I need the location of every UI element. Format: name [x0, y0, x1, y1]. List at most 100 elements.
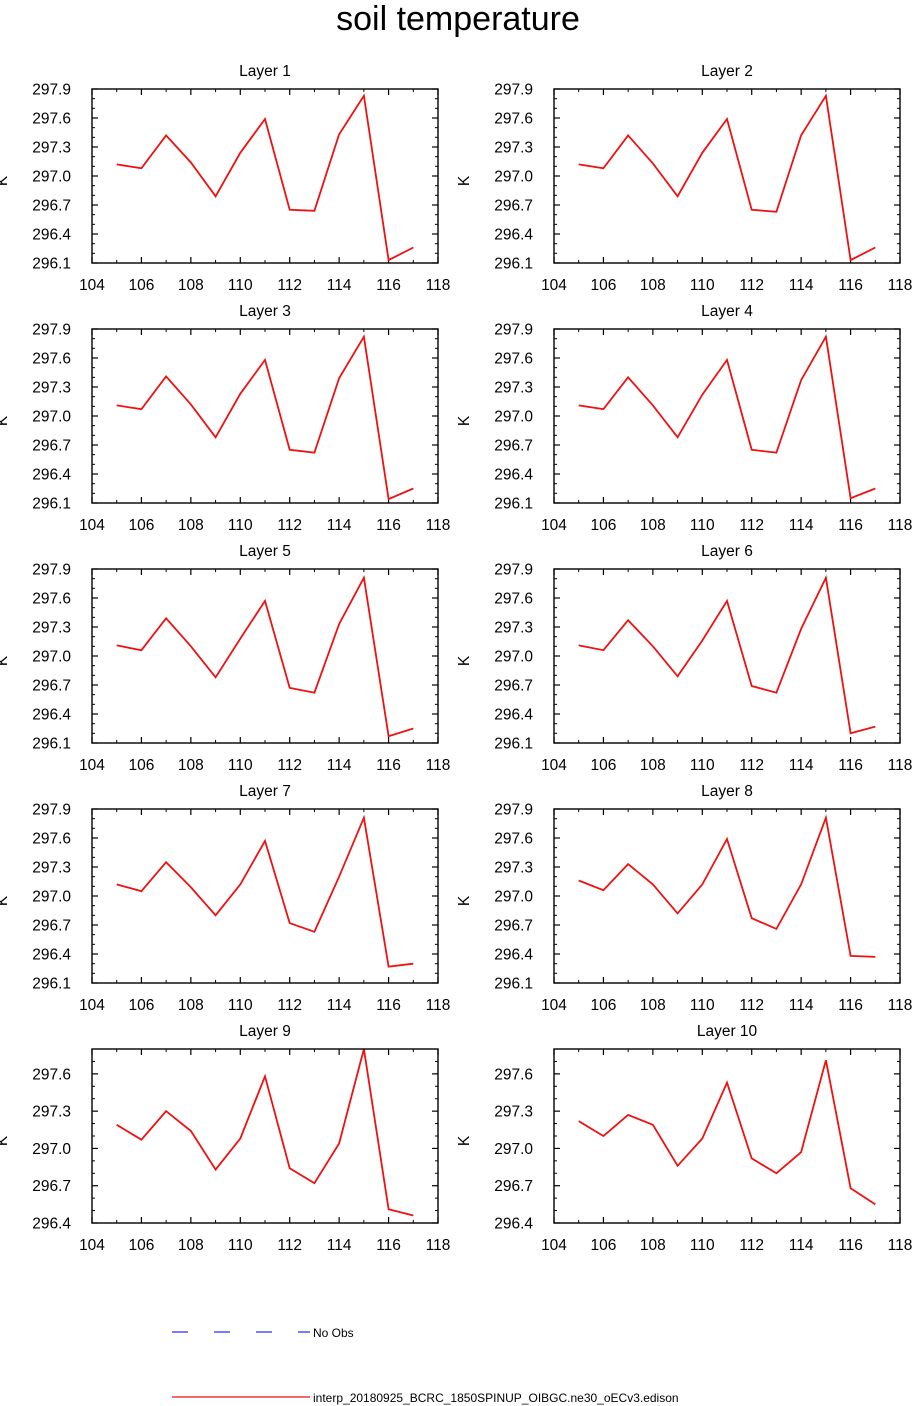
y-tick-label: 296.4 [32, 227, 71, 244]
series-line [578, 814, 876, 958]
x-tick-label: 114 [789, 277, 814, 294]
x-tick-label: 112 [739, 517, 764, 534]
x-tick-label: 108 [640, 757, 666, 774]
y-tick-label: 297.3 [32, 860, 71, 877]
y-tick-label: 297.6 [32, 1066, 71, 1083]
x-tick-label: 116 [838, 997, 863, 1014]
x-tick-label: 106 [590, 277, 616, 294]
x-tick-label: 116 [838, 757, 863, 774]
y-tick-label: 296.7 [32, 198, 71, 215]
series-line [578, 93, 876, 262]
panel-layer-1: Layer 1 K 104 106 108 110 112 114 116 118 296.1 296… [0, 63, 450, 294]
x-tick-label: 104 [79, 517, 105, 534]
series-line [116, 1048, 414, 1217]
y-tick-label: 296.4 [494, 707, 533, 724]
y-tick-label: 296.4 [494, 1216, 533, 1233]
x-tick-label: 116 [376, 517, 401, 534]
x-tick-label: 114 [789, 517, 814, 534]
series-line [578, 1059, 876, 1206]
plot-frame [91, 808, 439, 984]
plot-frame [553, 808, 901, 984]
y-tick-label: 297.9 [32, 562, 71, 579]
y-tick-label: 297.6 [494, 1066, 533, 1083]
x-tick-label: 110 [228, 997, 253, 1014]
x-tick-label: 116 [376, 997, 401, 1014]
y-axis-label: K [456, 1135, 473, 1146]
plot-frame [553, 1048, 901, 1224]
y-tick-label: 296.1 [32, 736, 71, 753]
y-tick-label: 297.3 [32, 140, 71, 157]
y-tick-label: 296.7 [32, 1178, 71, 1195]
y-tick-label: 297.6 [494, 111, 533, 128]
x-tick-label: 104 [79, 1237, 105, 1254]
x-tick-label: 108 [178, 997, 204, 1014]
series-line [578, 334, 876, 500]
panel-layer-6: Layer 6 K 104 106 108 110 112 114 116 118 296.1 296… [456, 543, 912, 774]
y-tick-label: 297.9 [494, 562, 533, 579]
x-tick-label: 108 [178, 1237, 204, 1254]
x-tick-label: 110 [228, 757, 253, 774]
panel-layer-3: Layer 3 K 104 106 108 110 112 114 116 118 296.1 296… [0, 303, 450, 534]
plot-frame [91, 568, 439, 744]
x-tick-label: 118 [888, 517, 913, 534]
plot-frame [553, 88, 901, 264]
x-tick-label: 116 [376, 277, 401, 294]
x-tick-label: 118 [426, 997, 451, 1014]
series-line [116, 574, 414, 738]
y-tick-label: 297.6 [32, 351, 71, 368]
x-tick-label: 106 [590, 517, 616, 534]
plot-frame [91, 328, 439, 504]
plot-frame [553, 568, 901, 744]
y-tick-label: 297.9 [32, 82, 71, 99]
x-tick-label: 114 [789, 1237, 814, 1254]
x-tick-label: 108 [640, 277, 666, 294]
legend-no-obs-label: No Obs [313, 1326, 354, 1340]
y-tick-label: 297.3 [494, 860, 533, 877]
y-axis-label: K [0, 895, 11, 906]
plot-frame [91, 88, 439, 264]
x-tick-label: 118 [888, 1237, 913, 1254]
x-tick-label: 106 [590, 997, 616, 1014]
y-tick-label: 296.7 [32, 918, 71, 935]
panel-title: Layer 2 [701, 63, 753, 80]
y-tick-label: 296.1 [32, 976, 71, 993]
panel-title: Layer 8 [701, 783, 753, 800]
x-tick-label: 104 [79, 277, 105, 294]
y-tick-label: 296.4 [32, 947, 71, 964]
y-tick-label: 297.9 [494, 322, 533, 339]
panel-layer-7: Layer 7 K 104 106 108 110 112 114 116 118 296.1 296… [0, 783, 450, 1014]
series-line [116, 93, 414, 262]
y-tick-label: 296.4 [32, 467, 71, 484]
y-tick-label: 297.0 [494, 169, 533, 186]
legend-model-label: interp_20180925_BCRC_1850SPINUP_OIBGC.ne… [313, 1391, 679, 1405]
x-tick-label: 104 [541, 517, 567, 534]
x-tick-label: 118 [426, 517, 451, 534]
panel-layer-10: Layer 10 K 104 106 108 110 112 114 116 118 296.4 29… [456, 1023, 912, 1254]
y-tick-label: 296.1 [494, 496, 533, 513]
x-tick-label: 106 [128, 277, 154, 294]
x-tick-label: 116 [838, 1237, 863, 1254]
x-tick-label: 114 [327, 277, 352, 294]
x-tick-label: 114 [327, 1237, 352, 1254]
x-tick-label: 118 [426, 757, 451, 774]
x-tick-label: 104 [541, 277, 567, 294]
y-tick-label: 296.7 [494, 198, 533, 215]
x-tick-label: 104 [541, 757, 567, 774]
y-tick-label: 296.7 [494, 918, 533, 935]
x-tick-label: 114 [327, 757, 352, 774]
y-tick-label: 297.0 [494, 889, 533, 906]
x-tick-label: 116 [838, 517, 863, 534]
x-tick-label: 118 [426, 1237, 451, 1254]
x-tick-label: 112 [277, 997, 302, 1014]
panel-layer-5: Layer 5 K 104 106 108 110 112 114 116 118 296.1 296… [0, 543, 450, 774]
x-tick-label: 112 [277, 1237, 302, 1254]
y-tick-label: 297.3 [494, 1104, 533, 1121]
y-tick-label: 297.6 [32, 591, 71, 608]
x-tick-label: 110 [690, 517, 715, 534]
plot-frame [91, 1048, 439, 1224]
y-tick-label: 297.0 [494, 1141, 533, 1158]
y-tick-label: 297.0 [494, 649, 533, 666]
y-axis-label: K [0, 415, 11, 426]
y-tick-label: 297.3 [494, 380, 533, 397]
panel-title: Layer 6 [701, 543, 753, 560]
